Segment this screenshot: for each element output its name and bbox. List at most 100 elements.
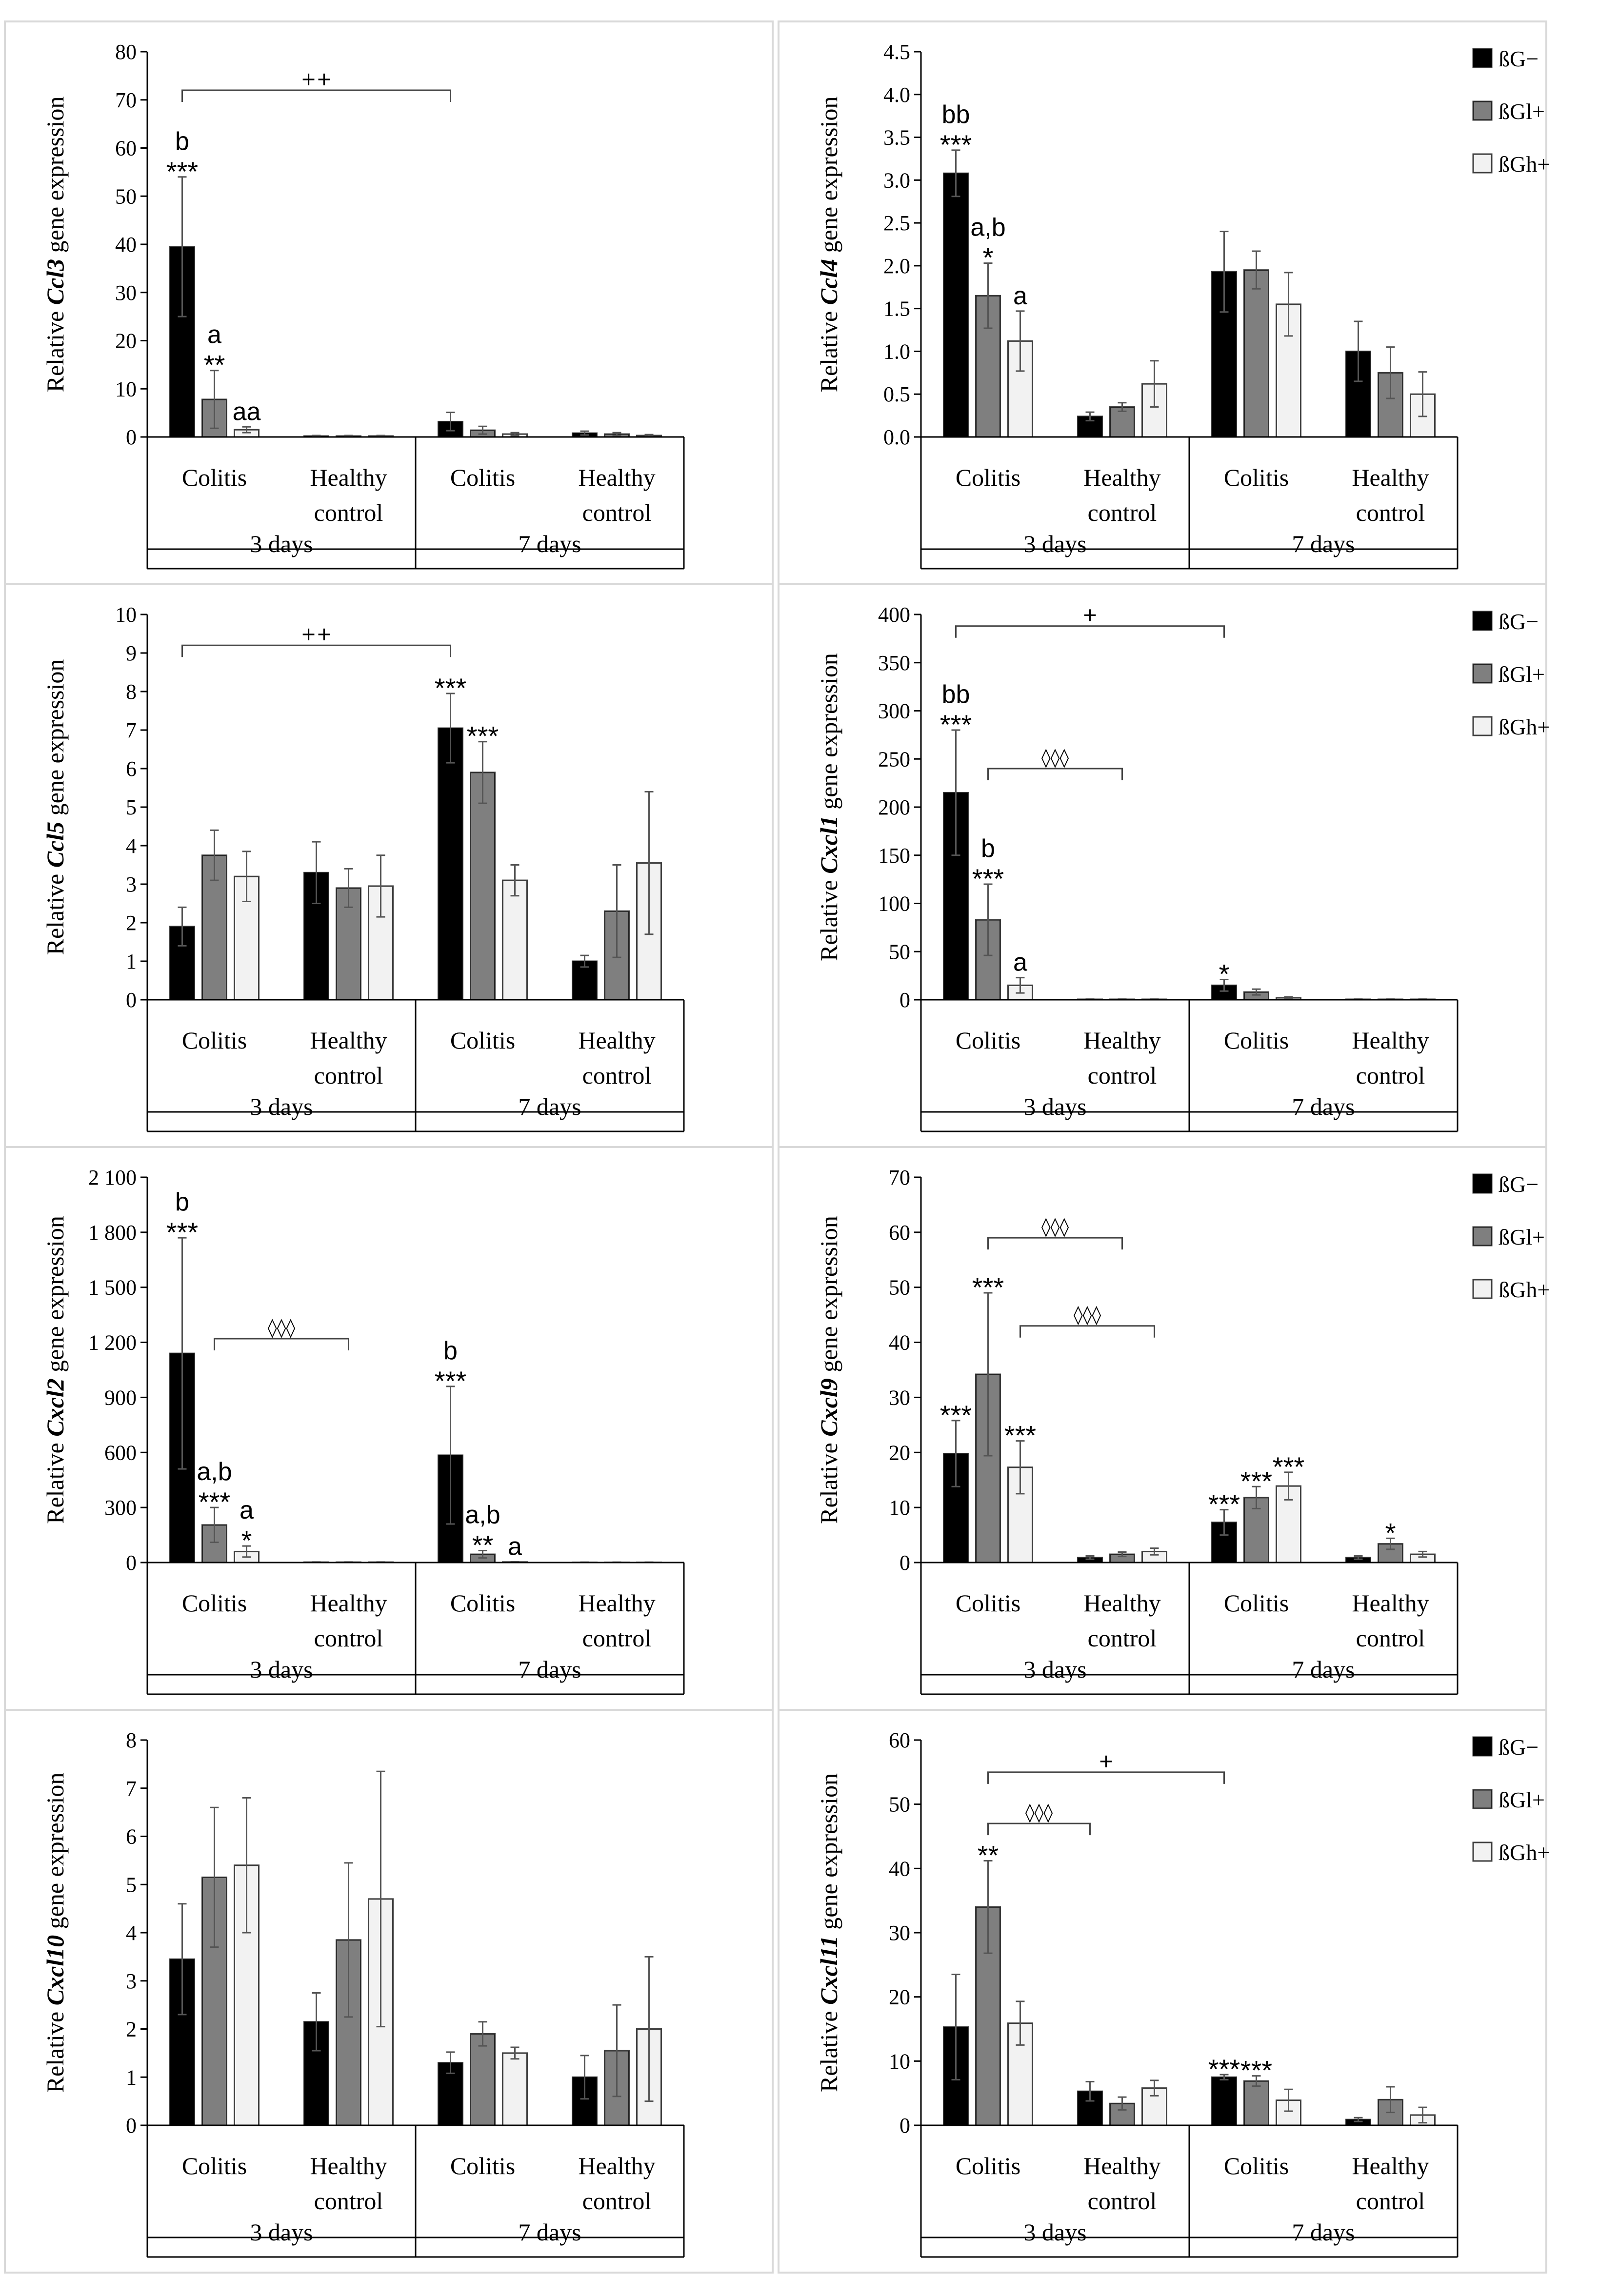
- legend-swatch: [1472, 100, 1493, 121]
- period-label: 3 days: [250, 1656, 313, 1683]
- category-label: Colitis: [1224, 1027, 1289, 1054]
- y-tick-label: 4: [126, 1921, 137, 1945]
- bracket-label: ++: [301, 623, 332, 645]
- significance-label: ***: [1208, 1489, 1240, 1520]
- significance-label: ***: [1240, 1465, 1272, 1496]
- y-tick-label: 80: [115, 40, 137, 64]
- significance-label: a,b: [465, 1501, 500, 1529]
- y-tick-label: 0: [126, 988, 137, 1012]
- significance-label: ***: [972, 863, 1004, 894]
- y-axis-title-suffix: gene expression: [41, 97, 69, 259]
- y-axis-title-suffix: gene expression: [41, 659, 69, 822]
- category-label: control: [582, 1062, 652, 1089]
- category-label: Healthy: [578, 1027, 655, 1054]
- bracket-label: ◊◊◊: [1025, 1801, 1053, 1823]
- significance-label: a: [207, 321, 221, 349]
- y-tick-label: 5: [126, 795, 137, 819]
- y-axis-title-gene: Ccl3: [41, 259, 69, 305]
- category-label: control: [582, 2187, 652, 2215]
- y-axis-title-prefix: Relative: [815, 2005, 842, 2092]
- cxcl1-chart-panel: 0 50 100 150 200 250 300 350 400 Relative Cxcl1 g…: [778, 583, 1549, 1148]
- significance-label: a: [240, 1496, 254, 1524]
- significance-label: b: [175, 1188, 189, 1216]
- y-tick-label: 9: [126, 641, 137, 665]
- y-tick-label: 60: [889, 1221, 910, 1245]
- comparison-bracket: [181, 89, 451, 102]
- y-axis-title-suffix: gene expression: [815, 1216, 842, 1378]
- period-label: 7 days: [518, 2218, 581, 2246]
- legend-swatch: [1472, 1789, 1493, 1809]
- bar: [502, 2052, 528, 2126]
- legend-swatch: [1472, 153, 1493, 174]
- category-label: Colitis: [956, 2152, 1020, 2179]
- y-tick-label: 1: [126, 2065, 137, 2089]
- y-tick-label: 7: [126, 718, 137, 742]
- period-label: 3 days: [1023, 2218, 1086, 2246]
- bar: [438, 727, 463, 1001]
- y-tick-label: 5: [126, 1873, 137, 1897]
- y-tick-label: 4: [126, 834, 137, 858]
- category-label: control: [1356, 1062, 1425, 1089]
- y-tick-label: 50: [115, 184, 137, 208]
- y-tick-label: 70: [889, 1166, 910, 1189]
- y-tick-label: 250: [878, 747, 910, 771]
- legend-label: ßGl+: [1499, 662, 1545, 687]
- y-axis-title-gene: Cxcl11: [815, 1936, 842, 2005]
- y-tick-label: 6: [126, 1825, 137, 1849]
- significance-label: ***: [1273, 1451, 1304, 1482]
- y-axis-title-suffix: gene expression: [41, 1773, 69, 1935]
- significance-label: **: [204, 350, 225, 380]
- significance-label: bb: [942, 680, 970, 709]
- category-label: control: [314, 2187, 383, 2215]
- category-label: control: [1088, 2187, 1157, 2215]
- y-axis-title-gene: Cxcl2: [41, 1378, 69, 1436]
- legend-swatch: [1472, 663, 1493, 684]
- cxcl2-chart-panel: 0 300 600 900 1 200 1 500 1 800 2 100 Relative C…: [4, 1146, 774, 1711]
- y-axis-title: Relative Ccl4 gene expression: [815, 97, 842, 393]
- y-tick-label: 2.5: [883, 211, 910, 235]
- y-axis-title: Relative Cxcl1 gene expression: [815, 653, 842, 961]
- legend-label: ßG−: [1499, 609, 1539, 634]
- chart-svg: 0.0 0.5 1.0 1.5 2.0 2.5 3.0 3.5 4.0 4.5 Relative C…: [815, 40, 1549, 570]
- bracket-label: ◊◊◊: [268, 1317, 296, 1338]
- category-label: Healthy: [578, 464, 655, 491]
- category-label: control: [1088, 1062, 1157, 1089]
- bar: [943, 172, 969, 438]
- category-label: control: [582, 499, 652, 526]
- significance-label: **: [472, 1530, 494, 1561]
- y-tick-label: 150: [878, 844, 910, 868]
- y-tick-label: 3: [126, 872, 137, 896]
- y-axis-title-prefix: Relative: [41, 2005, 69, 2093]
- category-label: Healthy: [1352, 2152, 1429, 2179]
- y-tick-label: 20: [889, 1985, 910, 2009]
- y-axis-title-prefix: Relative: [41, 305, 69, 392]
- y-tick-label: 2.0: [883, 254, 910, 278]
- y-tick-label: 8: [126, 1728, 137, 1752]
- bar: [1243, 2080, 1269, 2126]
- category-label: Colitis: [450, 1589, 515, 1617]
- category-label: Colitis: [956, 1027, 1020, 1054]
- category-label: Colitis: [1224, 1589, 1289, 1617]
- chart-svg: 0 10 20 30 40 50 60 Relative Cxcl11 gene expres…: [815, 1728, 1549, 2258]
- y-tick-label: 20: [115, 329, 137, 353]
- y-axis-title-gene: Cxcl1: [815, 815, 842, 873]
- period-label: 3 days: [250, 2218, 313, 2246]
- y-axis-title: Relative Cxcl9 gene expression: [815, 1216, 842, 1524]
- comparison-bracket: [987, 1237, 1123, 1250]
- y-tick-label: 30: [889, 1386, 910, 1409]
- y-tick-label: 7: [126, 1777, 137, 1801]
- period-label: 7 days: [1292, 1093, 1355, 1120]
- period-label: 7 days: [1292, 1656, 1355, 1683]
- comparison-bracket: [955, 625, 1225, 638]
- category-label: control: [1088, 499, 1157, 526]
- category-label: Healthy: [578, 2152, 655, 2179]
- category-label: Colitis: [182, 464, 247, 491]
- y-tick-label: 3.5: [883, 126, 910, 150]
- significance-label: **: [978, 1840, 999, 1871]
- y-tick-label: 0: [126, 2114, 137, 2138]
- y-tick-label: 10: [889, 2049, 910, 2073]
- significance-label: ***: [166, 1217, 198, 1247]
- y-tick-label: 0: [899, 1551, 910, 1575]
- y-tick-label: 1 500: [88, 1276, 137, 1300]
- bracket-label: ◊◊◊: [1074, 1304, 1101, 1326]
